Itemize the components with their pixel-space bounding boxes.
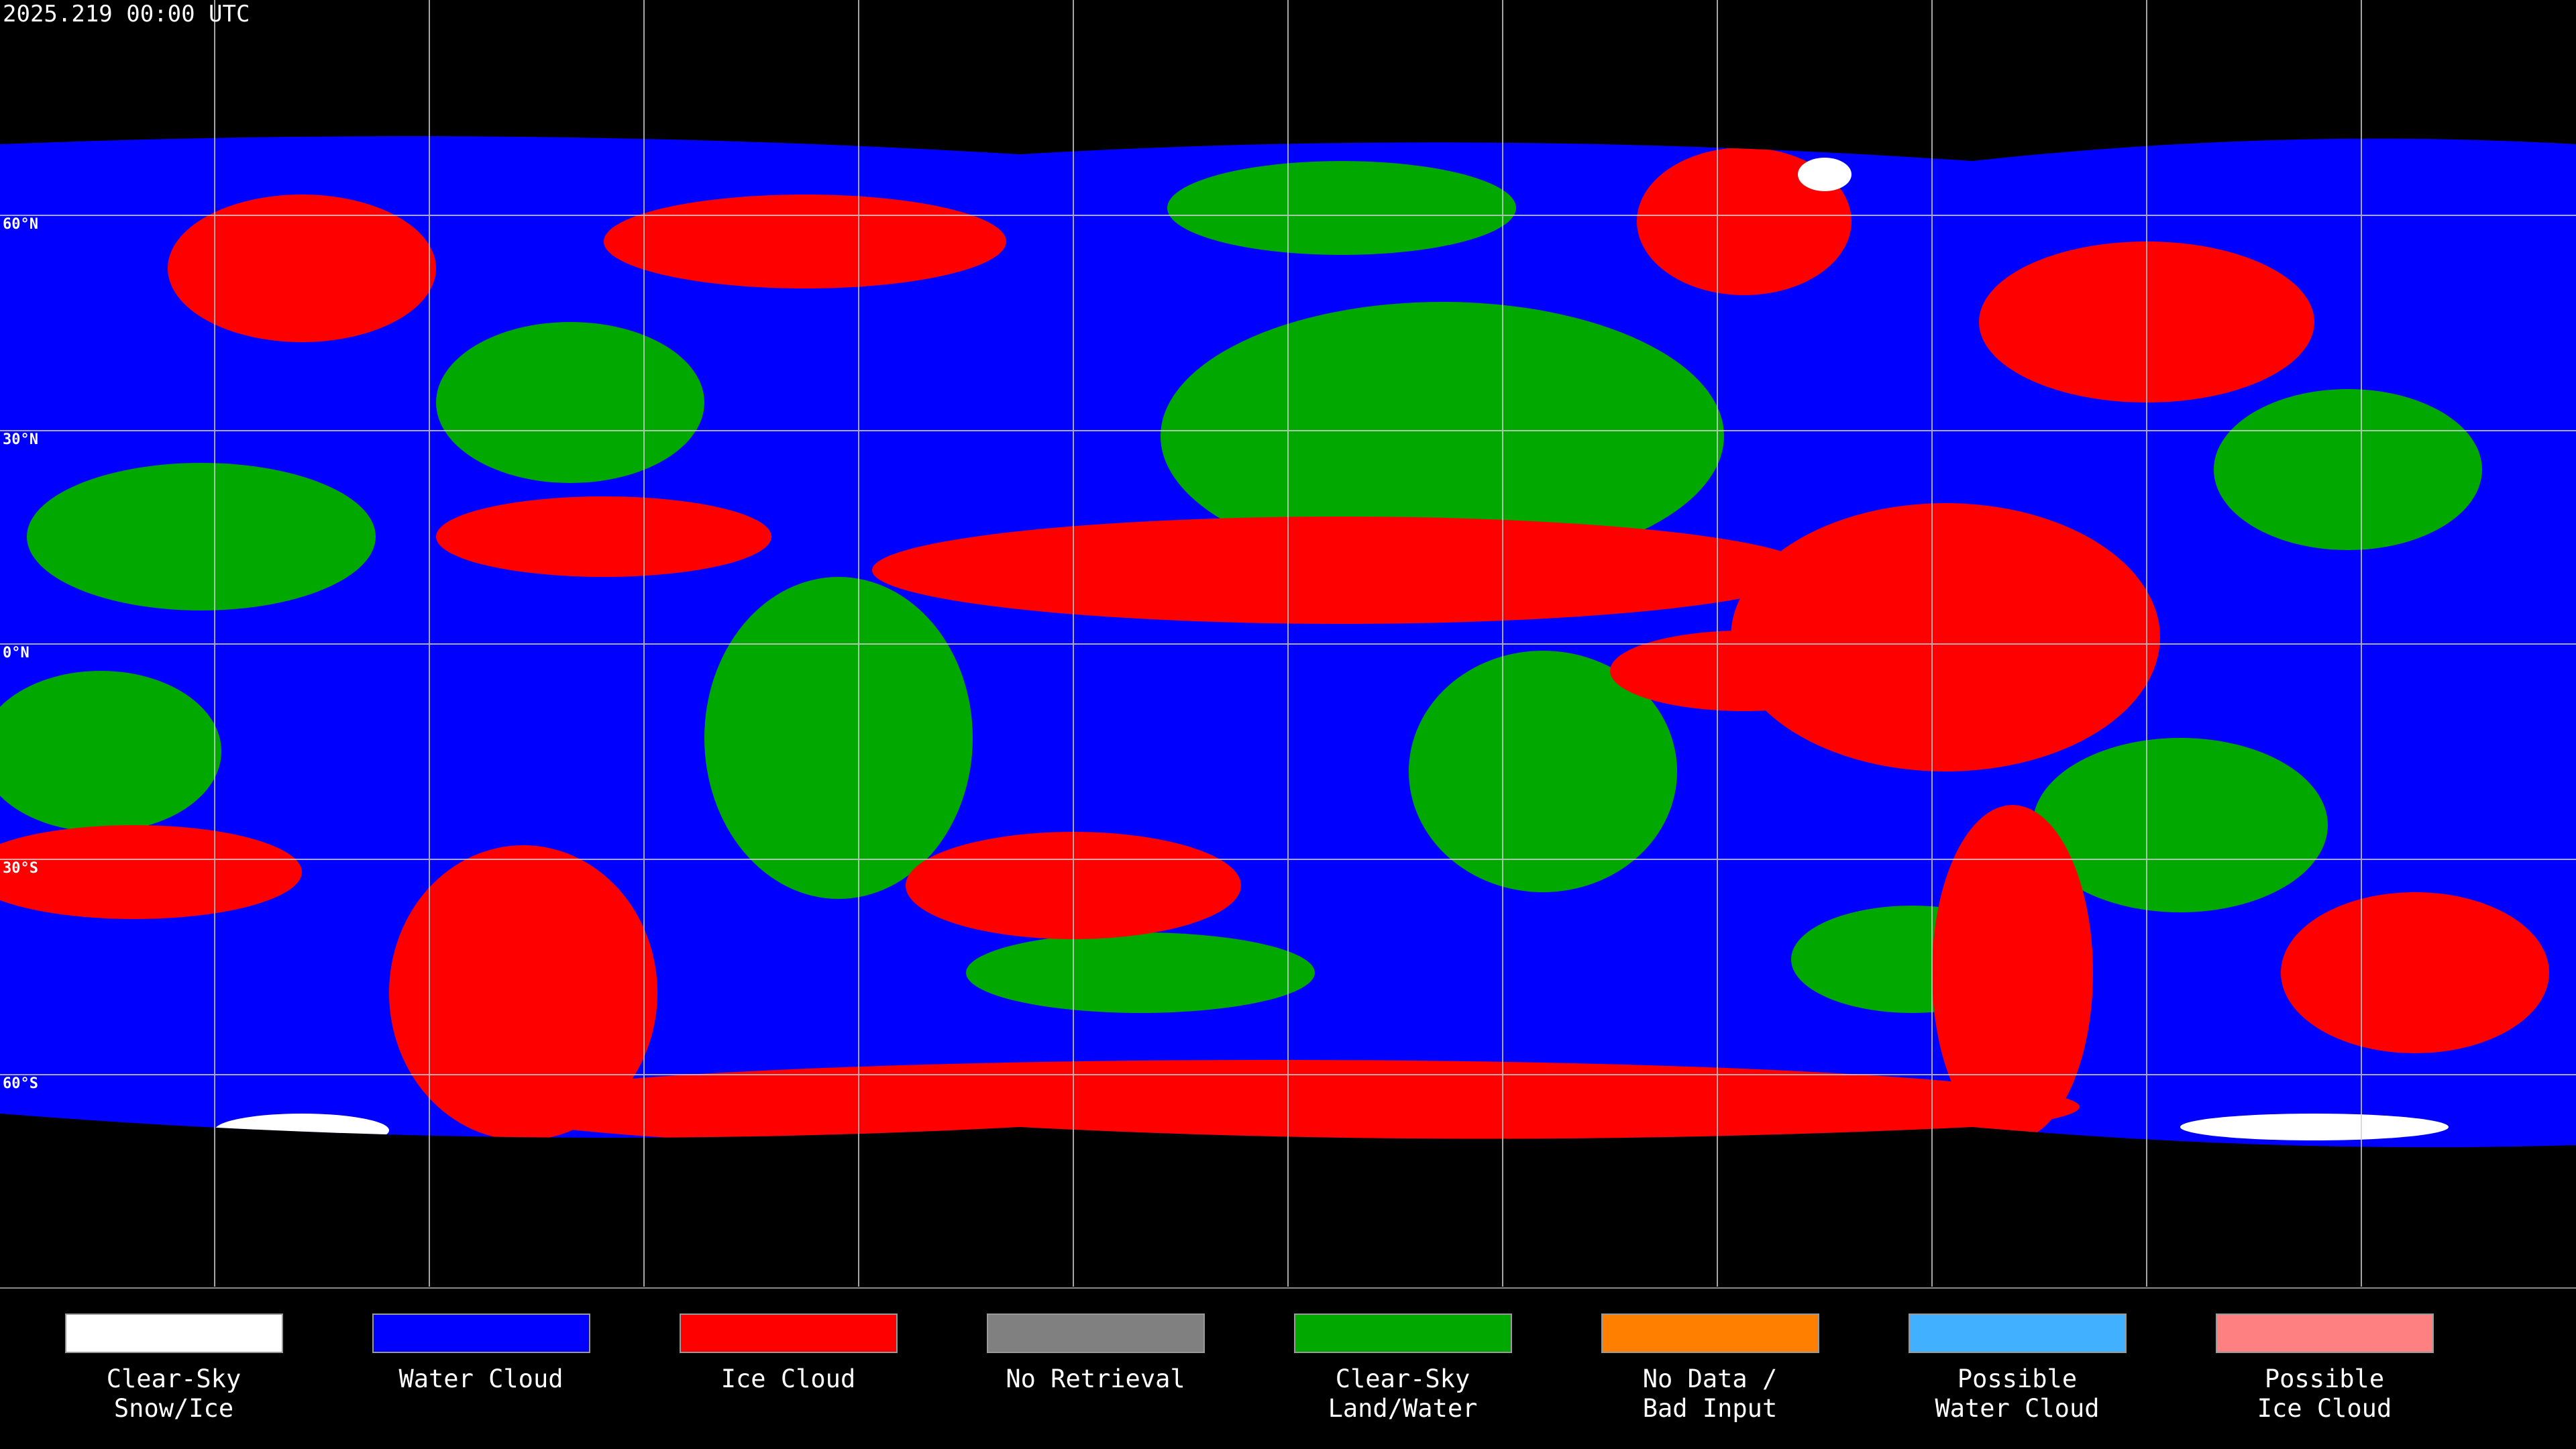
graticule xyxy=(0,0,2576,1287)
legend-swatch xyxy=(372,1313,590,1353)
legend-swatch xyxy=(65,1313,283,1353)
legend-label: Possible xyxy=(1957,1364,2077,1393)
latitude-label: 60°S xyxy=(3,1075,38,1092)
latitude-label: 30°S xyxy=(3,860,38,877)
map-title: 2025.219 00:00 UTC xyxy=(3,1,250,28)
legend-label: Water Cloud xyxy=(398,1364,563,1393)
legend-label: Clear-Sky xyxy=(107,1364,241,1393)
legend-label: No Data / xyxy=(1643,1364,1777,1393)
legend-swatch xyxy=(680,1313,898,1353)
legend-swatch xyxy=(1294,1313,1512,1353)
legend-label: Possible xyxy=(2265,1364,2384,1393)
legend-label: Water Cloud xyxy=(1935,1394,2099,1423)
latitude-label: 60°N xyxy=(3,216,38,233)
legend-swatch xyxy=(2216,1313,2434,1353)
legend-swatch xyxy=(1909,1313,2127,1353)
legend-label: Land/Water xyxy=(1328,1394,1478,1423)
legend-label: Snow/Ice xyxy=(114,1394,233,1423)
legend-label: Ice Cloud xyxy=(2257,1394,2392,1423)
legend-swatch xyxy=(987,1313,1205,1353)
legend-label: Bad Input xyxy=(1643,1394,1777,1423)
legend-label: Ice Cloud xyxy=(721,1364,855,1393)
latitude-label: 0°N xyxy=(3,645,30,661)
legend-swatch xyxy=(1601,1313,1819,1353)
legend-label: Clear-Sky xyxy=(1336,1364,1470,1393)
latitude-label: 30°N xyxy=(3,431,38,448)
legend-label: No Retrieval xyxy=(1006,1364,1185,1393)
